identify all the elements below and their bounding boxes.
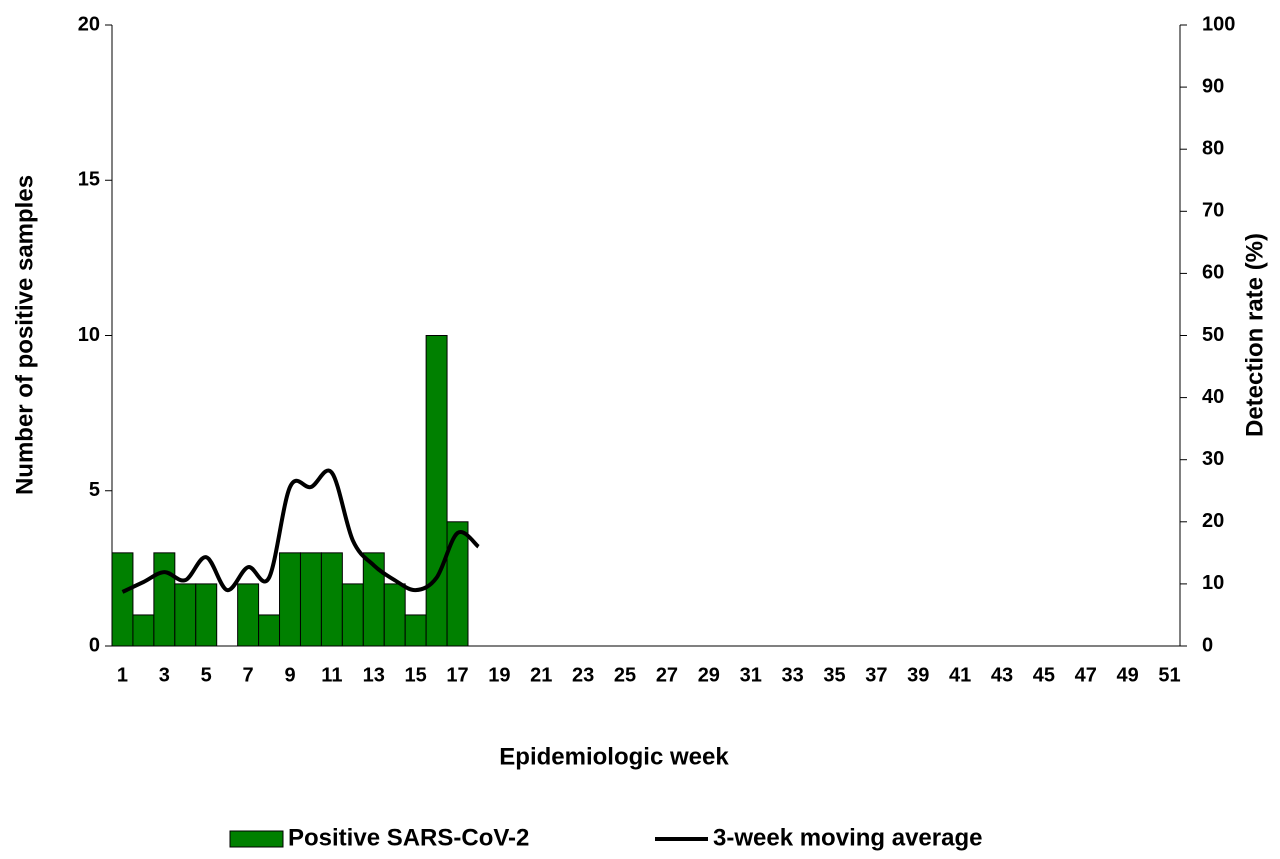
x-tick-label: 1: [117, 664, 128, 686]
y-tick-label: 20: [78, 13, 100, 35]
y2-tick-label: 10: [1202, 572, 1224, 594]
bar: [320, 552, 343, 647]
x-tick-label: 33: [781, 664, 803, 686]
y2-tick-label: 20: [1202, 510, 1224, 532]
x-tick-label: 15: [405, 664, 427, 686]
line: [121, 468, 480, 594]
y2-tick-label: 70: [1202, 200, 1224, 222]
legend-label: 3-week moving average: [713, 824, 982, 851]
y2-axis-title: Detection rate (%): [1241, 233, 1268, 437]
bar: [446, 521, 469, 647]
bar: [174, 583, 197, 647]
bar: [195, 583, 218, 647]
y2-tick-label: 0: [1202, 634, 1213, 656]
bar: [111, 552, 134, 647]
x-tick-label: 13: [363, 664, 385, 686]
y-tick-label: 0: [89, 634, 100, 656]
bar: [258, 614, 281, 647]
x-tick-label: 21: [530, 664, 552, 686]
legend-label: Positive SARS-CoV-2: [288, 824, 529, 851]
bar: [279, 552, 301, 647]
bar: [383, 583, 406, 647]
x-tick-label: 5: [201, 664, 212, 686]
y2-tick-label: 80: [1202, 137, 1224, 159]
x-tick-label: 37: [865, 664, 887, 686]
bar: [299, 552, 322, 647]
x-tick-label: 45: [1033, 664, 1055, 686]
y-tick-label: 5: [89, 479, 100, 501]
x-tick-label: 29: [698, 664, 720, 686]
x-tick-label: 7: [243, 664, 254, 686]
y2-tick-label: 40: [1202, 386, 1224, 408]
y-tick-label: 10: [78, 324, 100, 346]
legend-swatch: [229, 830, 284, 848]
x-tick-label: 39: [907, 664, 929, 686]
x-tick-label: 3: [159, 664, 170, 686]
bar: [425, 335, 448, 647]
y-tick-label: 15: [78, 169, 100, 191]
x-tick-label: 35: [823, 664, 845, 686]
x-tick-label: 11: [321, 664, 342, 686]
bar: [132, 614, 155, 647]
y2-tick-label: 30: [1202, 448, 1224, 470]
x-axis-title: Epidemiologic week: [499, 743, 729, 770]
x-tick-label: 23: [572, 664, 594, 686]
x-tick-label: 25: [614, 664, 636, 686]
y2-tick-label: 60: [1202, 262, 1224, 284]
bar: [237, 583, 260, 647]
x-tick-label: 9: [284, 664, 295, 686]
y2-tick-label: 100: [1202, 13, 1235, 35]
bar: [153, 552, 176, 647]
bar: [341, 583, 364, 647]
x-tick-label: 27: [656, 664, 678, 686]
x-tick-label: 49: [1117, 664, 1139, 686]
y2-tick-label: 90: [1202, 75, 1224, 97]
y2-tick-label: 50: [1202, 324, 1224, 346]
x-tick-label: 47: [1075, 664, 1097, 686]
x-tick-label: 19: [488, 664, 510, 686]
x-tick-label: 51: [1158, 664, 1180, 686]
x-tick-label: 43: [991, 664, 1013, 686]
x-tick-label: 31: [740, 664, 762, 686]
y-axis-title: Number of positive samples: [11, 175, 38, 495]
x-tick-label: 41: [949, 664, 971, 686]
bar: [404, 614, 427, 647]
x-tick-label: 17: [446, 664, 468, 686]
